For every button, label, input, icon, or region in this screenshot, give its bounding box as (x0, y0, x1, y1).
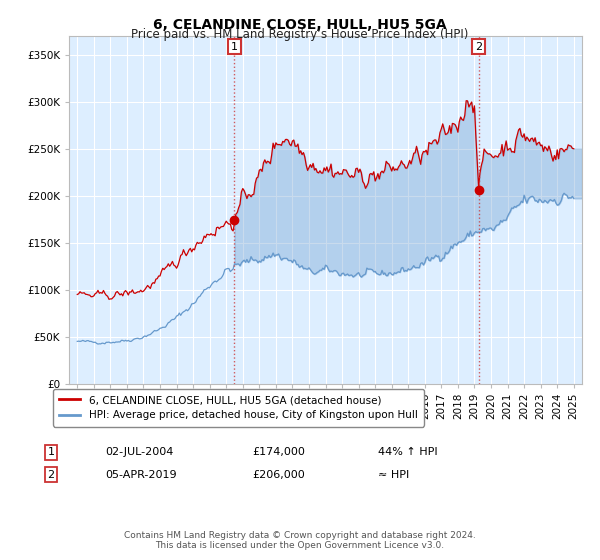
Text: 2: 2 (475, 41, 482, 52)
Text: Price paid vs. HM Land Registry’s House Price Index (HPI): Price paid vs. HM Land Registry’s House … (131, 28, 469, 41)
Text: 05-APR-2019: 05-APR-2019 (105, 470, 176, 480)
Text: 02-JUL-2004: 02-JUL-2004 (105, 447, 173, 458)
Text: 6, CELANDINE CLOSE, HULL, HU5 5GA: 6, CELANDINE CLOSE, HULL, HU5 5GA (153, 18, 447, 32)
Legend: 6, CELANDINE CLOSE, HULL, HU5 5GA (detached house), HPI: Average price, detached: 6, CELANDINE CLOSE, HULL, HU5 5GA (detac… (53, 389, 424, 427)
Text: £206,000: £206,000 (252, 470, 305, 480)
Text: ≈ HPI: ≈ HPI (378, 470, 409, 480)
Text: 1: 1 (231, 41, 238, 52)
Text: 44% ↑ HPI: 44% ↑ HPI (378, 447, 437, 458)
Text: £174,000: £174,000 (252, 447, 305, 458)
Text: Contains HM Land Registry data © Crown copyright and database right 2024.
This d: Contains HM Land Registry data © Crown c… (124, 530, 476, 550)
Text: 1: 1 (47, 447, 55, 458)
Text: 2: 2 (47, 470, 55, 480)
